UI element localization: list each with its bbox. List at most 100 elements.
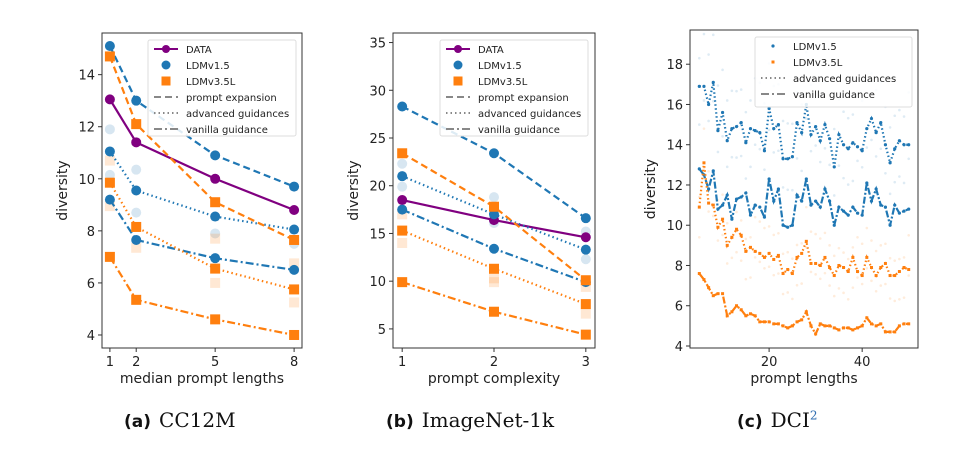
data-point bbox=[772, 322, 776, 326]
faded-point bbox=[898, 175, 901, 178]
y-axis-label: diversity bbox=[643, 159, 659, 219]
data-point bbox=[786, 157, 790, 161]
data-point bbox=[804, 239, 808, 243]
faded-point bbox=[721, 68, 724, 72]
faded-point bbox=[907, 274, 910, 277]
data-point bbox=[860, 274, 864, 278]
data-point bbox=[210, 211, 221, 222]
faded-point bbox=[744, 277, 748, 281]
legend-label: LDMv3.5L bbox=[186, 77, 236, 88]
data-point bbox=[210, 150, 221, 161]
faded-point bbox=[893, 299, 897, 303]
faded-point bbox=[823, 147, 827, 150]
data-point bbox=[842, 326, 846, 330]
faded-point bbox=[781, 292, 785, 296]
data-point bbox=[814, 332, 818, 336]
faded-point bbox=[131, 207, 142, 218]
faded-point bbox=[814, 273, 817, 276]
data-point bbox=[748, 213, 753, 217]
faded-point bbox=[767, 128, 771, 132]
data-point bbox=[814, 261, 818, 265]
data-point bbox=[823, 187, 827, 191]
data-point bbox=[489, 263, 499, 274]
faded-point bbox=[716, 150, 720, 154]
caption-c: (c) DCI2 bbox=[737, 408, 818, 432]
faded-point bbox=[104, 169, 115, 180]
faded-point bbox=[777, 272, 780, 275]
faded-point bbox=[879, 284, 883, 287]
data-point bbox=[846, 270, 850, 274]
faded-point bbox=[837, 246, 841, 250]
data-point bbox=[720, 203, 725, 207]
data-point bbox=[397, 148, 408, 159]
data-point bbox=[739, 195, 743, 199]
y-tick-label: 25 bbox=[369, 132, 386, 147]
faded-point bbox=[753, 256, 757, 259]
faded-point bbox=[860, 282, 864, 286]
faded-point bbox=[809, 230, 813, 233]
faded-point bbox=[772, 233, 776, 237]
data-point bbox=[762, 215, 767, 219]
caption-b: (b) ImageNet-1k bbox=[386, 408, 554, 432]
data-point bbox=[786, 225, 790, 229]
legend-marker bbox=[771, 60, 775, 64]
y-tick-label: 14 bbox=[666, 139, 683, 154]
caption-b-name: ImageNet-1k bbox=[421, 408, 555, 432]
faded-point bbox=[758, 147, 762, 151]
data-point bbox=[489, 306, 499, 317]
faded-point bbox=[842, 110, 845, 114]
legend-label: advanced guidances bbox=[793, 74, 896, 85]
faded-point bbox=[795, 283, 799, 287]
data-point bbox=[897, 270, 901, 274]
data-point bbox=[888, 223, 892, 227]
data-point bbox=[744, 314, 748, 318]
data-point bbox=[879, 120, 883, 125]
data-point bbox=[730, 235, 734, 239]
faded-point bbox=[874, 249, 878, 253]
faded-point bbox=[818, 160, 822, 164]
faded-point bbox=[744, 237, 748, 241]
data-point bbox=[131, 185, 142, 196]
faded-point bbox=[888, 297, 892, 300]
legend-marker bbox=[453, 76, 463, 86]
y-tick-label: 12 bbox=[78, 121, 95, 136]
data-point bbox=[744, 141, 748, 145]
series-line bbox=[108, 45, 295, 188]
data-point bbox=[725, 193, 729, 197]
faded-point bbox=[818, 237, 822, 240]
data-point bbox=[846, 147, 850, 151]
legend-box bbox=[439, 39, 589, 137]
data-point bbox=[851, 205, 855, 209]
faded-point bbox=[805, 117, 808, 120]
data-point bbox=[580, 232, 591, 243]
faded-point bbox=[397, 181, 408, 192]
data-point bbox=[856, 326, 860, 330]
data-point bbox=[730, 310, 734, 314]
data-point bbox=[489, 201, 499, 212]
data-point bbox=[739, 233, 743, 237]
faded-point bbox=[846, 183, 850, 186]
data-point bbox=[131, 137, 142, 148]
data-point bbox=[865, 316, 869, 320]
data-point bbox=[744, 249, 748, 253]
faded-point bbox=[832, 127, 836, 131]
data-point bbox=[804, 310, 808, 314]
data-point bbox=[776, 187, 781, 191]
data-point bbox=[210, 314, 221, 325]
data-point bbox=[841, 209, 846, 213]
legend-label: DATA bbox=[478, 45, 504, 56]
x-tick-label: 1 bbox=[106, 355, 114, 370]
data-point bbox=[795, 193, 799, 197]
series-line bbox=[108, 98, 295, 212]
faded-point bbox=[739, 259, 743, 262]
faded-point bbox=[902, 115, 906, 118]
data-point bbox=[902, 322, 906, 326]
legend-box bbox=[754, 36, 913, 108]
data-point bbox=[860, 324, 864, 328]
faded-point bbox=[721, 233, 724, 237]
faded-point bbox=[711, 214, 715, 218]
faded-point bbox=[725, 221, 729, 225]
data-point bbox=[707, 187, 711, 191]
data-point bbox=[888, 274, 892, 278]
data-point bbox=[753, 129, 757, 133]
